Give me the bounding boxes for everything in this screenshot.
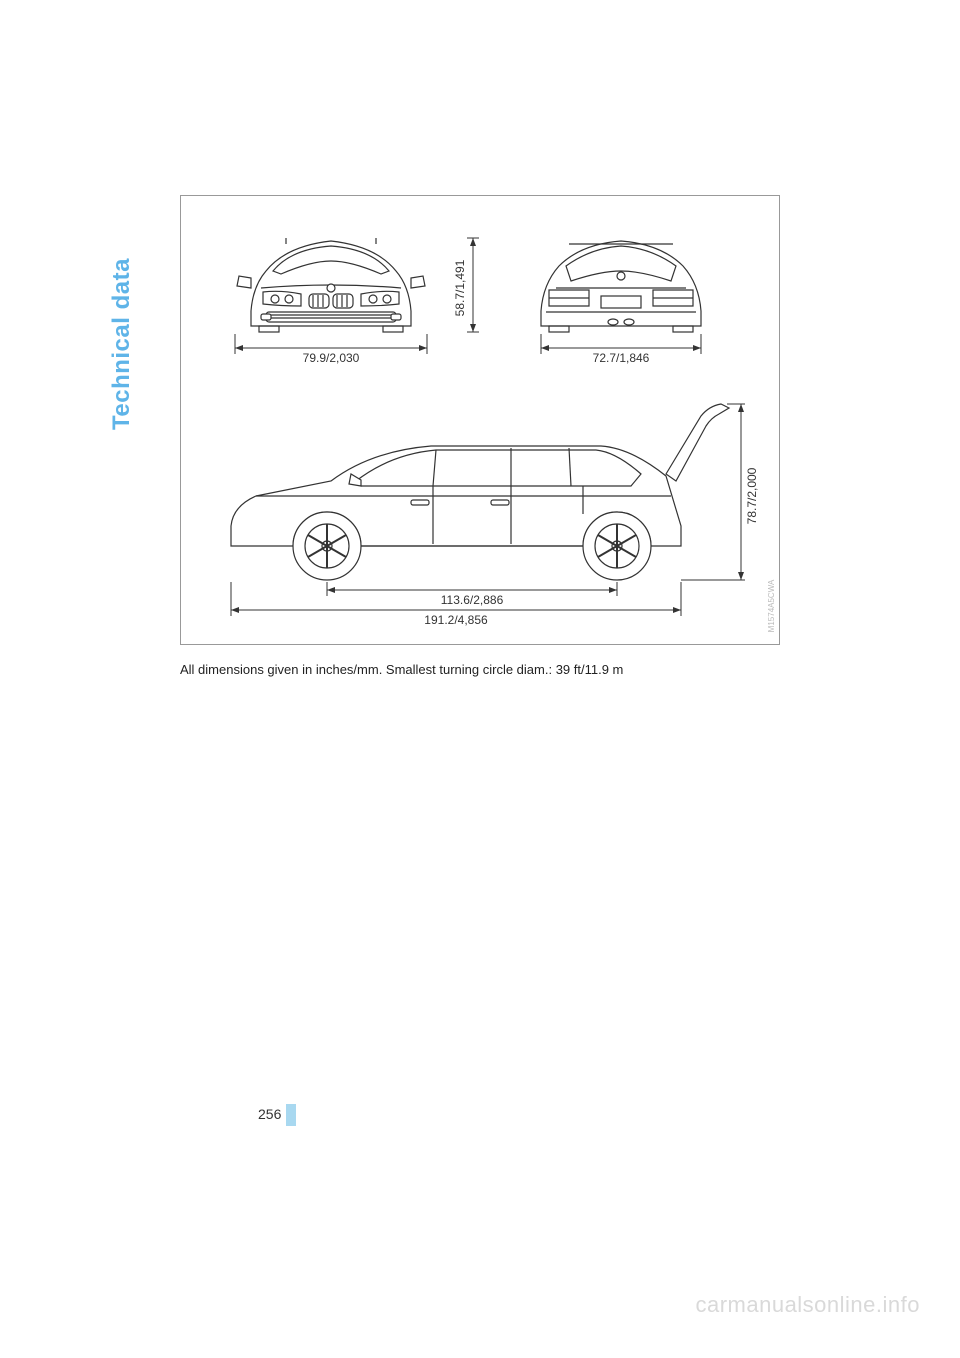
manual-page: Technical data xyxy=(0,0,960,1358)
figure-watermark: M1574A5CWA xyxy=(767,579,776,632)
site-watermark: carmanualsonline.info xyxy=(695,1292,920,1318)
front-wheel xyxy=(293,512,361,580)
dimensions-figure: 79.9/2,030 58.7/1,491 xyxy=(180,195,780,645)
dim-length: 191.2/4,856 xyxy=(424,613,488,627)
dim-height: 58.7/1,491 xyxy=(453,259,467,316)
dim-height-group: 58.7/1,491 xyxy=(453,238,479,332)
car-rear-view: 72.7/1,846 xyxy=(541,241,701,365)
car-front-view: 79.9/2,030 xyxy=(235,238,427,365)
section-title: Technical data xyxy=(108,258,136,430)
dimensions-svg: 79.9/2,030 58.7/1,491 xyxy=(181,196,781,646)
dim-wheelbase: 113.6/2,886 xyxy=(441,593,504,607)
page-number: 256 xyxy=(258,1106,281,1122)
dim-rear-width: 72.7/1,846 xyxy=(593,351,650,365)
page-number-mark xyxy=(286,1104,296,1126)
dim-tailgate-height: 78.7/2,000 xyxy=(745,467,759,524)
dim-front-width: 79.9/2,030 xyxy=(303,351,360,365)
figure-caption: All dimensions given in inches/mm. Small… xyxy=(180,662,623,677)
rear-wheel xyxy=(583,512,651,580)
car-side-view: 113.6/2,886 191.2/4,856 78.7/2,000 xyxy=(231,404,759,627)
